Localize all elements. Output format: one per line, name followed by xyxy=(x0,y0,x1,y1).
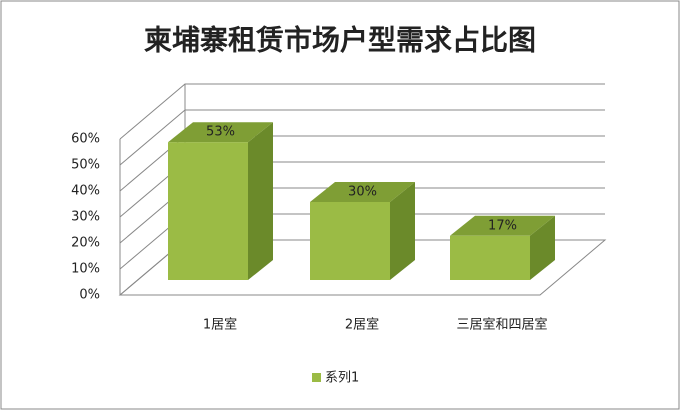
bar xyxy=(168,142,248,280)
y-tick-label: 0% xyxy=(79,288,100,303)
bar-top xyxy=(450,215,555,236)
y-tick-label: 20% xyxy=(71,236,100,251)
bar-top xyxy=(310,182,415,202)
y-tick-label: 60% xyxy=(71,132,100,147)
y-tick-label: 30% xyxy=(71,210,100,225)
data-label: 53% xyxy=(206,125,235,140)
grid-line xyxy=(119,109,605,166)
bar xyxy=(450,235,530,280)
data-label: 17% xyxy=(488,218,517,233)
grid-line xyxy=(119,83,605,140)
y-tick-label: 40% xyxy=(71,184,100,199)
chart-title: 柬埔寨租赁市场户型需求占比图 xyxy=(144,24,536,57)
bar-side xyxy=(390,182,415,280)
legend-swatch xyxy=(312,373,321,382)
bar-side xyxy=(248,122,273,280)
bar-side xyxy=(530,215,555,280)
x-tick-label: 2居室 xyxy=(345,317,379,333)
x-tick-label: 三居室和四居室 xyxy=(456,317,547,333)
y-tick-label: 10% xyxy=(71,262,100,277)
x-tick-label: 1居室 xyxy=(203,317,237,333)
y-tick-label: 50% xyxy=(71,158,100,173)
bar-top xyxy=(168,122,273,143)
data-label: 30% xyxy=(348,185,377,200)
bar xyxy=(310,202,390,280)
legend-label: 系列1 xyxy=(325,371,359,386)
